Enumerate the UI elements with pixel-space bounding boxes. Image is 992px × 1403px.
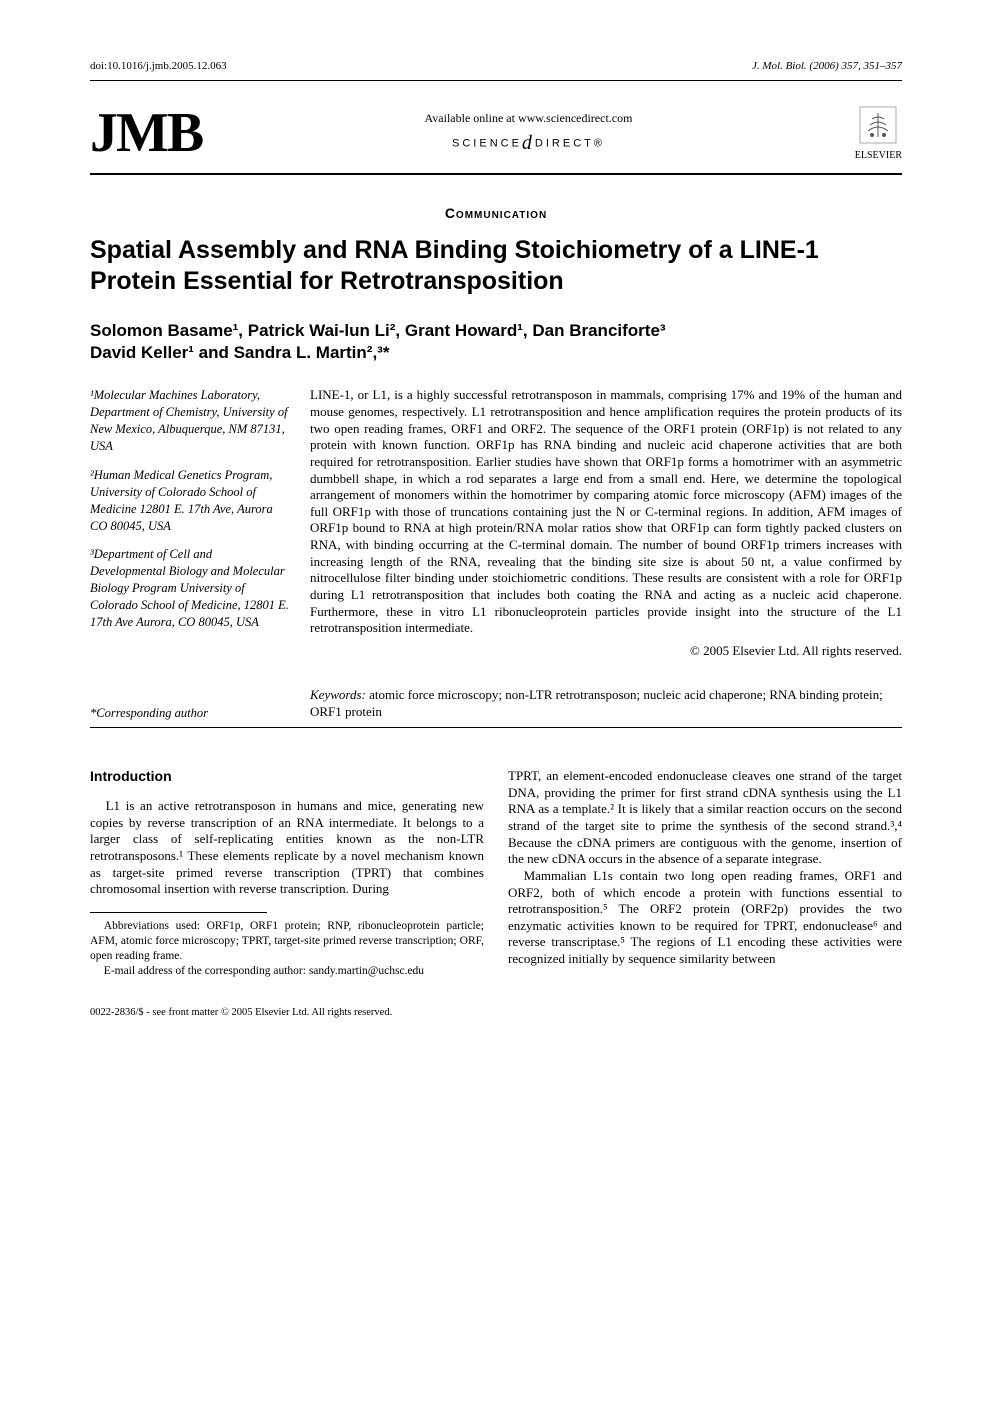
science-left: SCIENCE [452, 137, 522, 149]
intro-p3: Mammalian L1s contain two long open read… [508, 868, 902, 968]
affiliation-3: ³Department of Cell and Developmental Bi… [90, 546, 290, 630]
elsevier-text: ELSEVIER [855, 150, 902, 161]
header-rule [90, 80, 902, 81]
online-block: Available online at www.sciencedirect.co… [202, 111, 855, 155]
keywords: Keywords: atomic force microscopy; non-L… [310, 687, 902, 721]
elsevier-logo: ELSEVIER [855, 105, 902, 161]
affiliation-2: ²Human Medical Genetics Program, Univers… [90, 467, 290, 535]
science-direct-logo: SCIENCEdDIRECT® [202, 132, 855, 155]
keywords-row: *Corresponding author Keywords: atomic f… [90, 687, 902, 721]
elsevier-tree-icon [855, 105, 902, 150]
article-type: Communication [90, 205, 902, 221]
at-symbol-icon: d [522, 132, 535, 154]
authors-line1: Solomon Basame¹, Patrick Wai-lun Li², Gr… [90, 320, 902, 343]
introduction-heading: Introduction [90, 768, 484, 786]
available-online-text: Available online at www.sciencedirect.co… [202, 111, 855, 126]
logo-row: JMB Available online at www.sciencedirec… [90, 101, 902, 165]
science-right: DIRECT® [535, 137, 605, 149]
affiliations: ¹Molecular Machines Laboratory, Departme… [90, 387, 290, 659]
article-title: Spatial Assembly and RNA Binding Stoichi… [90, 235, 902, 298]
affiliation-1: ¹Molecular Machines Laboratory, Departme… [90, 387, 290, 455]
keywords-rule [90, 727, 902, 728]
authors: Solomon Basame¹, Patrick Wai-lun Li², Gr… [90, 320, 902, 366]
footnote-abbrev: Abbreviations used: ORF1p, ORF1 protein;… [90, 919, 484, 964]
bottom-line: 0022-2836/$ - see front matter © 2005 El… [90, 1007, 902, 1018]
copyright: © 2005 Elsevier Ltd. All rights reserved… [310, 643, 902, 660]
body-columns: Introduction L1 is an active retrotransp… [90, 768, 902, 978]
intro-p1: L1 is an active retrotransposon in human… [90, 798, 484, 898]
footnote-email: E-mail address of the corresponding auth… [90, 964, 484, 979]
footnote-rule [90, 912, 267, 913]
doi: doi:10.1016/j.jmb.2005.12.063 [90, 60, 227, 72]
logo-rule [90, 173, 902, 175]
keywords-text: atomic force microscopy; non-LTR retrotr… [310, 687, 883, 719]
meta-abstract-row: ¹Molecular Machines Laboratory, Departme… [90, 387, 902, 659]
abstract-text: LINE-1, or L1, is a highly successful re… [310, 387, 902, 635]
intro-p2: TPRT, an element-encoded endonuclease cl… [508, 768, 902, 868]
corresponding-author: *Corresponding author [90, 706, 290, 721]
jmb-logo: JMB [90, 101, 202, 165]
authors-line2: David Keller¹ and Sandra L. Martin²,³* [90, 342, 902, 365]
journal-ref-text: J. Mol. Biol. (2006) 357, 351–357 [752, 60, 902, 72]
keywords-label: Keywords: [310, 687, 366, 702]
abstract: LINE-1, or L1, is a highly successful re… [310, 387, 902, 659]
journal-ref: J. Mol. Biol. (2006) 357, 351–357 [752, 60, 902, 72]
